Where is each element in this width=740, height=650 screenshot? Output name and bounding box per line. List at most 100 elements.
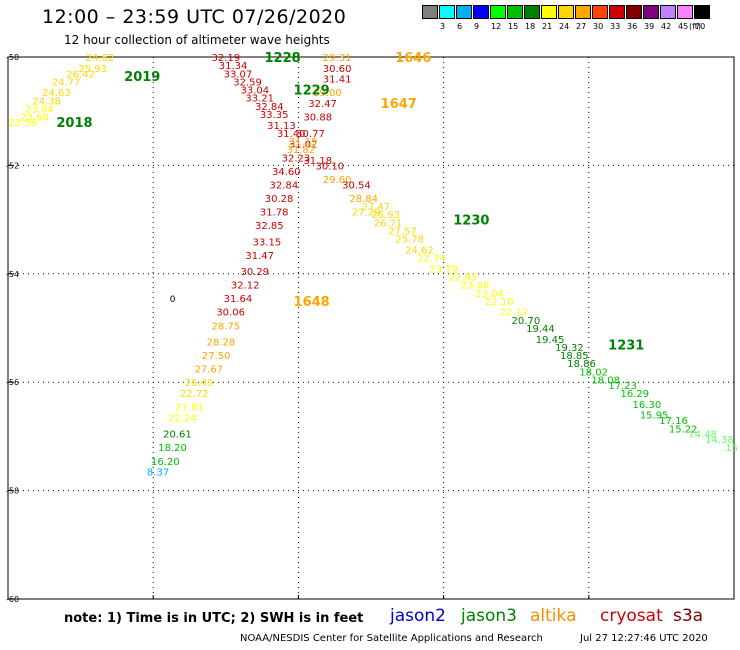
wave-height-value: 24.77 bbox=[52, 77, 81, 88]
legend-label: 12 bbox=[491, 22, 502, 31]
wave-height-value: 27.47 bbox=[362, 202, 391, 213]
wave-height-value: 17.16 bbox=[659, 416, 688, 427]
footer-note: note: 1) Time is in UTC; 2) SWH is in fe… bbox=[64, 611, 364, 626]
lat-tick-label: -56 bbox=[6, 378, 19, 387]
wave-height-value: 22.95 bbox=[449, 273, 478, 284]
wave-height-value: 20.70 bbox=[512, 316, 541, 327]
wave-height-value: 15.22 bbox=[669, 424, 698, 435]
wave-height-value: 34.60 bbox=[272, 167, 301, 178]
wave-height-value: 24.63 bbox=[42, 88, 71, 99]
wave-height-value: 21.81 bbox=[175, 403, 204, 414]
legend-label: 18 bbox=[525, 22, 536, 31]
legend-swatch bbox=[473, 5, 489, 19]
wave-height-value: 18.08 bbox=[591, 375, 620, 386]
pass-time-label: 1648 bbox=[294, 295, 330, 310]
satellite-name: jason3 bbox=[461, 606, 517, 626]
wave-height-value: 32.85 bbox=[255, 221, 284, 232]
wave-height-value: 28.75 bbox=[211, 321, 240, 332]
wave-height-value: 26.49 bbox=[185, 378, 214, 389]
legend-label: 3 bbox=[440, 22, 446, 31]
wave-height-value: 23.08 bbox=[461, 281, 490, 292]
wave-height-value: 23.94 bbox=[25, 104, 54, 115]
legend-label: 33 bbox=[610, 22, 621, 31]
map-frame bbox=[7, 56, 735, 600]
pass-time-label: 1229 bbox=[294, 84, 330, 99]
wave-height-value: 26.93 bbox=[371, 210, 400, 221]
wave-height-value: 33.07 bbox=[224, 69, 253, 80]
wave-height-value: 31.64 bbox=[224, 294, 253, 305]
legend-swatch bbox=[677, 5, 693, 19]
wave-height-value: 23.60 bbox=[20, 113, 49, 124]
pass-time-label: 1646 bbox=[395, 51, 431, 66]
legend-swatch bbox=[660, 5, 676, 19]
wave-height-value: 31.18 bbox=[303, 156, 332, 167]
legend-swatch bbox=[524, 5, 540, 19]
wave-height-value: 15.95 bbox=[640, 411, 669, 422]
pass-time-label: 1647 bbox=[381, 97, 417, 112]
wave-height-value: 16.29 bbox=[620, 389, 649, 400]
generated-timestamp: Jul 27 12:27:46 UTC 2020 bbox=[580, 633, 708, 644]
legend-swatch bbox=[694, 5, 710, 19]
wave-height-value: 15 bbox=[725, 443, 738, 454]
island-marker: 0 bbox=[170, 295, 176, 305]
lat-tick-label: -52 bbox=[6, 161, 19, 170]
wave-height-value: 27.50 bbox=[202, 351, 231, 362]
pass-time-label: 1230 bbox=[453, 214, 489, 229]
legend-label: 42 bbox=[661, 22, 672, 31]
legend-swatch bbox=[643, 5, 659, 19]
legend-label: 36 bbox=[627, 22, 638, 31]
legend-label: 21 bbox=[542, 22, 553, 31]
legend-label: 30 bbox=[593, 22, 604, 31]
wave-height-value: 33.21 bbox=[245, 94, 274, 105]
wave-height-value: 31.02 bbox=[289, 140, 318, 151]
legend-swatch bbox=[626, 5, 642, 19]
legend-swatch bbox=[507, 5, 523, 19]
wave-height-value: 31.82 bbox=[286, 145, 315, 156]
wave-height-value: 32.84 bbox=[255, 102, 284, 113]
wave-height-value: 23.79 bbox=[429, 264, 458, 275]
legend-label: 6 bbox=[457, 22, 463, 31]
wave-height-value: 29.00 bbox=[313, 88, 342, 99]
wave-height-value: 32.59 bbox=[233, 77, 262, 88]
wave-height-value: 14.38 bbox=[705, 435, 734, 446]
legend-label: 70 bbox=[695, 22, 706, 31]
wave-height-value: 18.86 bbox=[567, 359, 596, 370]
wave-height-value: 25.78 bbox=[395, 235, 424, 246]
legend-swatch bbox=[592, 5, 608, 19]
wave-height-value: 18.85 bbox=[560, 351, 589, 362]
map-subtitle: 12 hour collection of altimeter wave hei… bbox=[64, 33, 330, 47]
lat-tick-label: -54 bbox=[6, 270, 19, 279]
pass-time-label: 1231 bbox=[608, 338, 644, 353]
legend-swatch bbox=[439, 5, 455, 19]
satellite-name: cryosat bbox=[600, 606, 663, 626]
wave-height-value: 32.84 bbox=[270, 180, 299, 191]
legend-swatch bbox=[575, 5, 591, 19]
wave-height-value: 31.41 bbox=[323, 75, 352, 86]
wave-height-value: 17.23 bbox=[608, 381, 637, 392]
wave-height-value: 19.45 bbox=[536, 335, 565, 346]
wave-height-value: 20.61 bbox=[163, 430, 192, 441]
wave-height-value: 32.19 bbox=[211, 53, 240, 64]
wave-height-value: 31.78 bbox=[260, 207, 289, 218]
wave-height-value: 22.74 bbox=[417, 254, 446, 265]
wave-height-value: 26.71 bbox=[374, 218, 403, 229]
wave-height-value: 22.10 bbox=[485, 297, 514, 308]
legend-swatch bbox=[558, 5, 574, 19]
pass-time-label: 2018 bbox=[56, 116, 92, 131]
legend-swatch bbox=[490, 5, 506, 19]
pass-time-label: 2019 bbox=[124, 70, 160, 85]
wave-height-value: 28.84 bbox=[349, 194, 378, 205]
legend-label: 24 bbox=[559, 22, 570, 31]
wave-height-value: 33.04 bbox=[241, 86, 270, 97]
lat-tick-label: -50 bbox=[6, 53, 19, 62]
wave-height-value: 16.30 bbox=[633, 400, 662, 411]
wave-height-value: 27.67 bbox=[195, 365, 224, 376]
legend-unit: (ft) bbox=[689, 22, 702, 31]
wave-height-value: 22.24 bbox=[168, 413, 197, 424]
wave-height-value: 29.31 bbox=[323, 53, 352, 64]
satellite-name: altika bbox=[530, 606, 577, 626]
legend-label: 15 bbox=[508, 22, 519, 31]
wave-height-value: 28.28 bbox=[207, 338, 236, 349]
wave-height-value: 32.47 bbox=[308, 99, 337, 110]
wave-height-value: 31.40 bbox=[277, 129, 306, 140]
